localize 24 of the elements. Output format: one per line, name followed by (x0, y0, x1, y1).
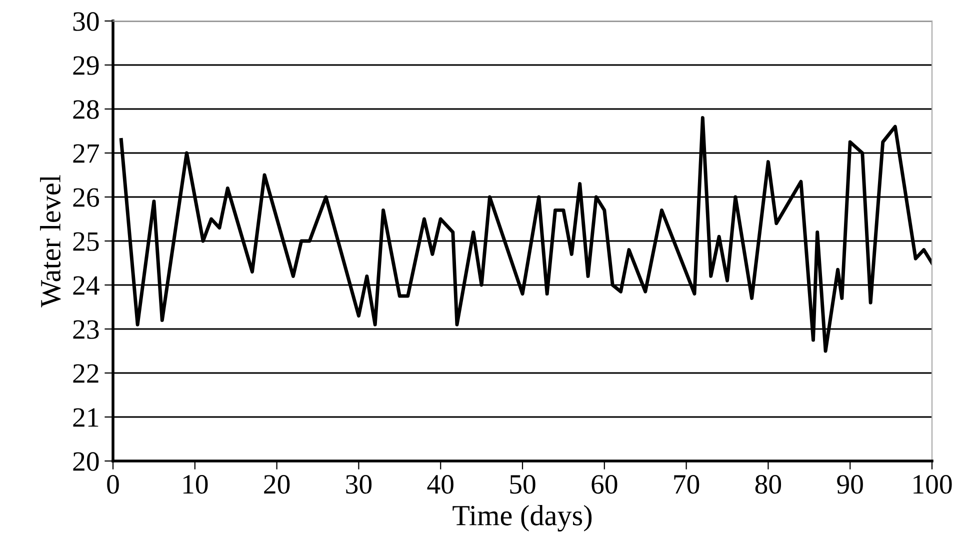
x-tick-label: 10 (183, 474, 208, 494)
x-tick-label: 60 (592, 474, 618, 494)
x-tick-label: 20 (264, 474, 290, 494)
x-tick-label: 80 (755, 474, 782, 494)
y-tick-label: 26 (73, 188, 99, 207)
y-axis-title: Water level (40, 175, 61, 308)
x-tick-label: 50 (510, 474, 536, 494)
x-tick-label: 90 (837, 474, 863, 494)
y-tick-label: 28 (73, 100, 99, 119)
y-tick-label: 22 (73, 364, 98, 383)
y-tick-label: 20 (73, 452, 99, 471)
y-tick-label: 21 (73, 408, 98, 427)
x-tick-label: 40 (427, 474, 454, 494)
x-tick-label: 70 (674, 474, 700, 494)
x-axis-title: Time (days) (452, 504, 592, 532)
y-tick-label: 24 (73, 276, 100, 295)
y-tick-label: 30 (73, 12, 99, 31)
y-tick-label: 25 (73, 232, 99, 251)
x-tick-label: 0 (107, 474, 119, 494)
y-tick-label: 23 (73, 320, 99, 339)
y-tick-label: 27 (73, 144, 100, 163)
x-tick-label: 100 (914, 474, 952, 494)
y-tick-label: 29 (73, 56, 99, 75)
x-tick-label: 30 (346, 474, 372, 494)
